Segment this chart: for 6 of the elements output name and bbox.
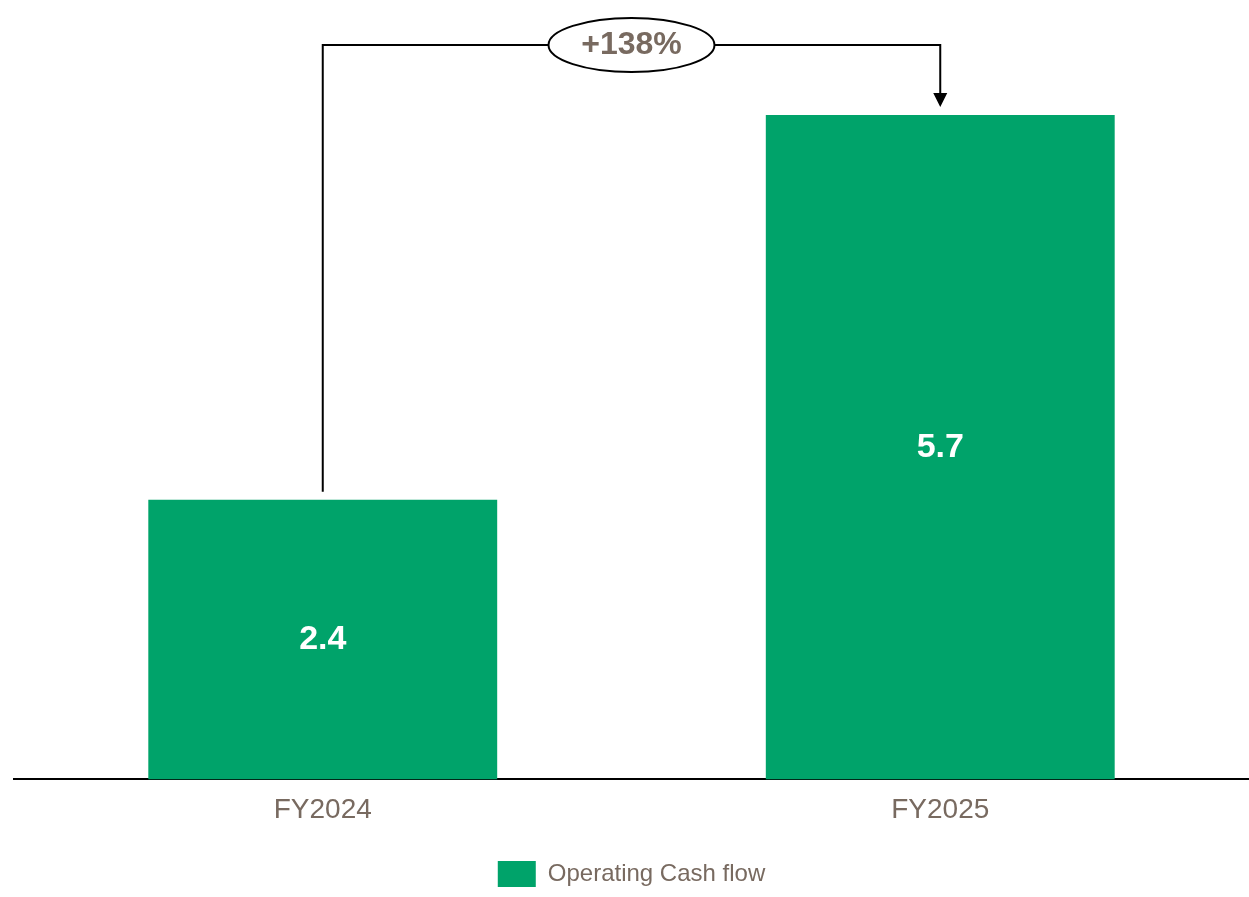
- x-tick-label: FY2024: [273, 792, 372, 824]
- x-tick-label: FY2025: [891, 792, 990, 824]
- data-label: 2.4: [299, 617, 347, 656]
- text: +138%: [581, 25, 682, 62]
- data-label: 5.7: [916, 425, 964, 464]
- legend-label: Operating Cash flow: [547, 858, 766, 886]
